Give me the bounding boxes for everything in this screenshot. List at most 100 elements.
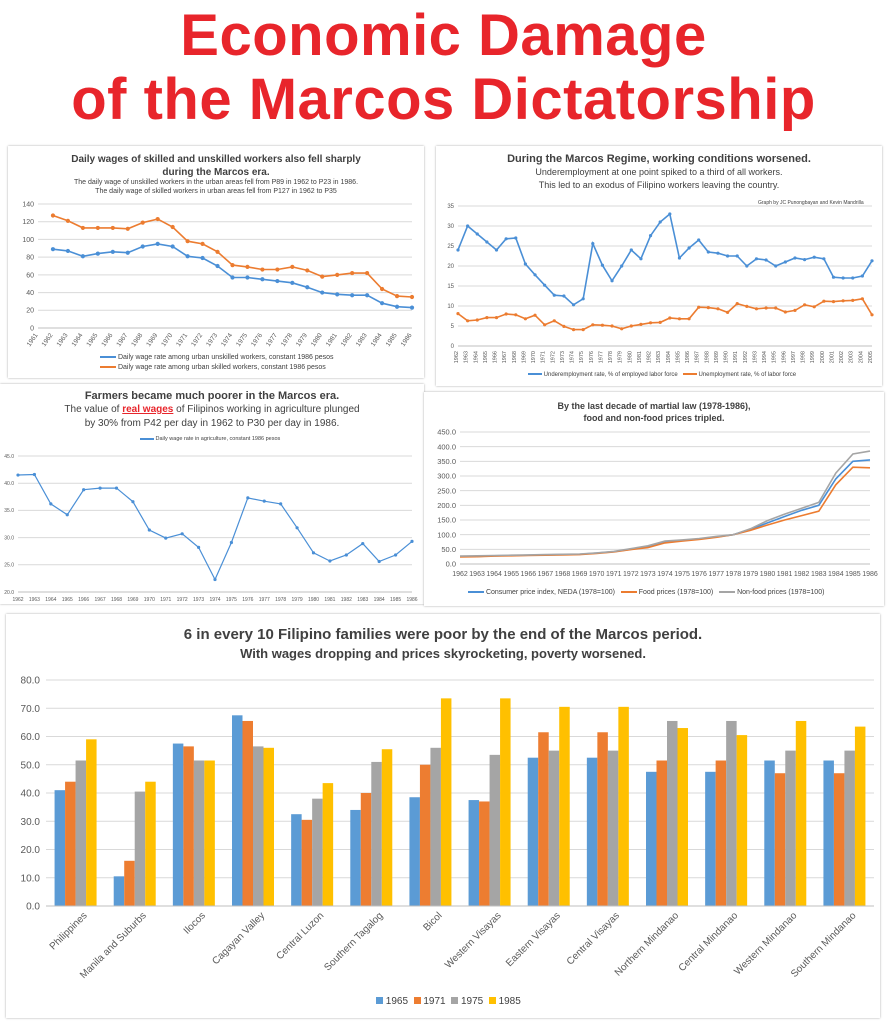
bar <box>774 773 786 906</box>
data-point <box>320 274 325 279</box>
x-tick-label: 1964 <box>473 351 479 363</box>
x-tick-label: Central Mindanao <box>677 910 741 974</box>
bar <box>430 747 441 906</box>
data-point <box>552 293 556 297</box>
poverty-legend: 1965 1971 1975 1985 <box>376 996 521 1007</box>
legend-label: Daily wage rate among urban skilled work… <box>117 364 326 371</box>
data-point <box>697 305 701 309</box>
bar <box>833 773 845 906</box>
x-tick-label: 1965 <box>483 351 489 363</box>
legend-swatch <box>528 373 542 376</box>
data-point <box>65 513 69 517</box>
wages-chart-subtitle-2: The daily wage of skilled workers in urb… <box>95 188 337 195</box>
data-point <box>377 559 381 564</box>
data-point <box>290 280 295 285</box>
wages-chart-title-2: during the Marcos era. <box>162 167 270 178</box>
x-tick-label: 1968 <box>111 597 122 603</box>
legend-label: 1971 <box>423 996 446 1007</box>
bar <box>54 790 66 906</box>
bar <box>479 801 490 906</box>
y-tick-label: 0.0 <box>446 560 456 569</box>
legend-swatch <box>719 591 736 594</box>
data-point <box>571 328 576 332</box>
data-point <box>639 257 643 261</box>
y-tick-label: 200.0 <box>437 501 456 510</box>
bar <box>371 761 382 906</box>
x-tick-label: Bicol <box>421 910 444 933</box>
data-point <box>110 225 115 231</box>
x-tick-label: 1971 <box>175 332 189 348</box>
y-tick-label: 80 <box>26 255 34 262</box>
x-tick-label: Ilocos <box>182 910 208 936</box>
x-tick-label: 1968 <box>130 332 144 348</box>
x-tick-label: Western Mindanao <box>732 910 799 977</box>
x-tick-label: 2003 <box>849 351 855 363</box>
data-point <box>410 539 414 544</box>
bar <box>736 735 748 906</box>
x-tick-label: 1971 <box>160 597 171 603</box>
legend-label: Non-food prices (1978=100) <box>737 589 825 596</box>
x-tick-label: 1971 <box>541 351 547 363</box>
x-tick-label: 1983 <box>656 351 662 363</box>
bar <box>124 860 135 906</box>
x-tick-label: 1982 <box>341 597 352 603</box>
real-wages-link[interactable]: real wages <box>122 404 174 415</box>
x-tick-label: 1961 <box>26 332 40 348</box>
legend-swatch <box>468 591 484 594</box>
legend-label: Daily wage rate in agriculture, constant… <box>155 436 281 442</box>
x-tick-label: 1980 <box>760 571 776 578</box>
data-point <box>870 259 874 263</box>
x-tick-label: 1965 <box>85 332 99 348</box>
legend-label: Underemployment rate, % of employed labo… <box>543 372 678 378</box>
data-point <box>16 473 20 477</box>
main-title-line-1: Economic Damage <box>180 3 707 68</box>
x-tick-label: 1977 <box>708 571 724 578</box>
data-point <box>275 267 280 272</box>
bar <box>726 720 737 906</box>
bar <box>854 726 866 906</box>
bar <box>489 754 501 906</box>
x-tick-label: 1985 <box>845 571 861 578</box>
data-point <box>394 294 400 299</box>
y-tick-label: 120 <box>22 219 34 226</box>
x-tick-label: 1975 <box>579 351 585 363</box>
data-point <box>320 290 325 295</box>
data-point <box>745 304 749 308</box>
data-point <box>591 323 595 327</box>
x-tick-label: 1977 <box>265 332 279 348</box>
bar <box>145 781 156 906</box>
x-tick-label: 1986 <box>400 332 414 348</box>
series-line-2 <box>457 297 873 331</box>
y-tick-label: 140 <box>22 201 34 208</box>
x-tick-label: 1967 <box>95 597 106 603</box>
prices-chart-plot: 0.0 50.0 100.0 150.0 200.0 250.0 300.0 350.0 400… <box>437 428 878 578</box>
x-tick-label: 1964 <box>486 571 502 578</box>
bar <box>291 814 302 906</box>
x-tick-label: 1969 <box>521 351 527 363</box>
y-tick-label: 40.0 <box>4 481 14 487</box>
data-point <box>822 299 826 303</box>
bar <box>312 798 323 906</box>
legend-label: 1975 <box>460 996 484 1007</box>
x-tick-label: 1978 <box>726 571 742 578</box>
bar <box>440 698 452 906</box>
x-tick-label: Cagayan Valley <box>210 910 267 967</box>
data-point <box>95 251 100 256</box>
data-point <box>600 323 605 327</box>
data-point <box>393 553 398 557</box>
y-tick-label: 45.0 <box>4 454 14 460</box>
x-tick-label: 1973 <box>193 597 204 603</box>
data-point <box>65 218 71 223</box>
bar <box>350 809 361 906</box>
data-point <box>552 319 556 323</box>
y-tick-label: 20.0 <box>4 590 14 596</box>
x-tick-label: 1994 <box>762 351 768 363</box>
bar <box>419 764 431 906</box>
data-point <box>514 313 518 317</box>
farmers-chart-panel: Farmers became much poorer in the Marcos… <box>0 384 424 604</box>
data-point <box>783 260 787 264</box>
x-tick-label: 1990 <box>724 351 730 363</box>
y-tick-label: 30.0 <box>4 535 14 541</box>
x-tick-label: 1979 <box>618 351 624 363</box>
x-tick-label: 1985 <box>675 351 681 363</box>
